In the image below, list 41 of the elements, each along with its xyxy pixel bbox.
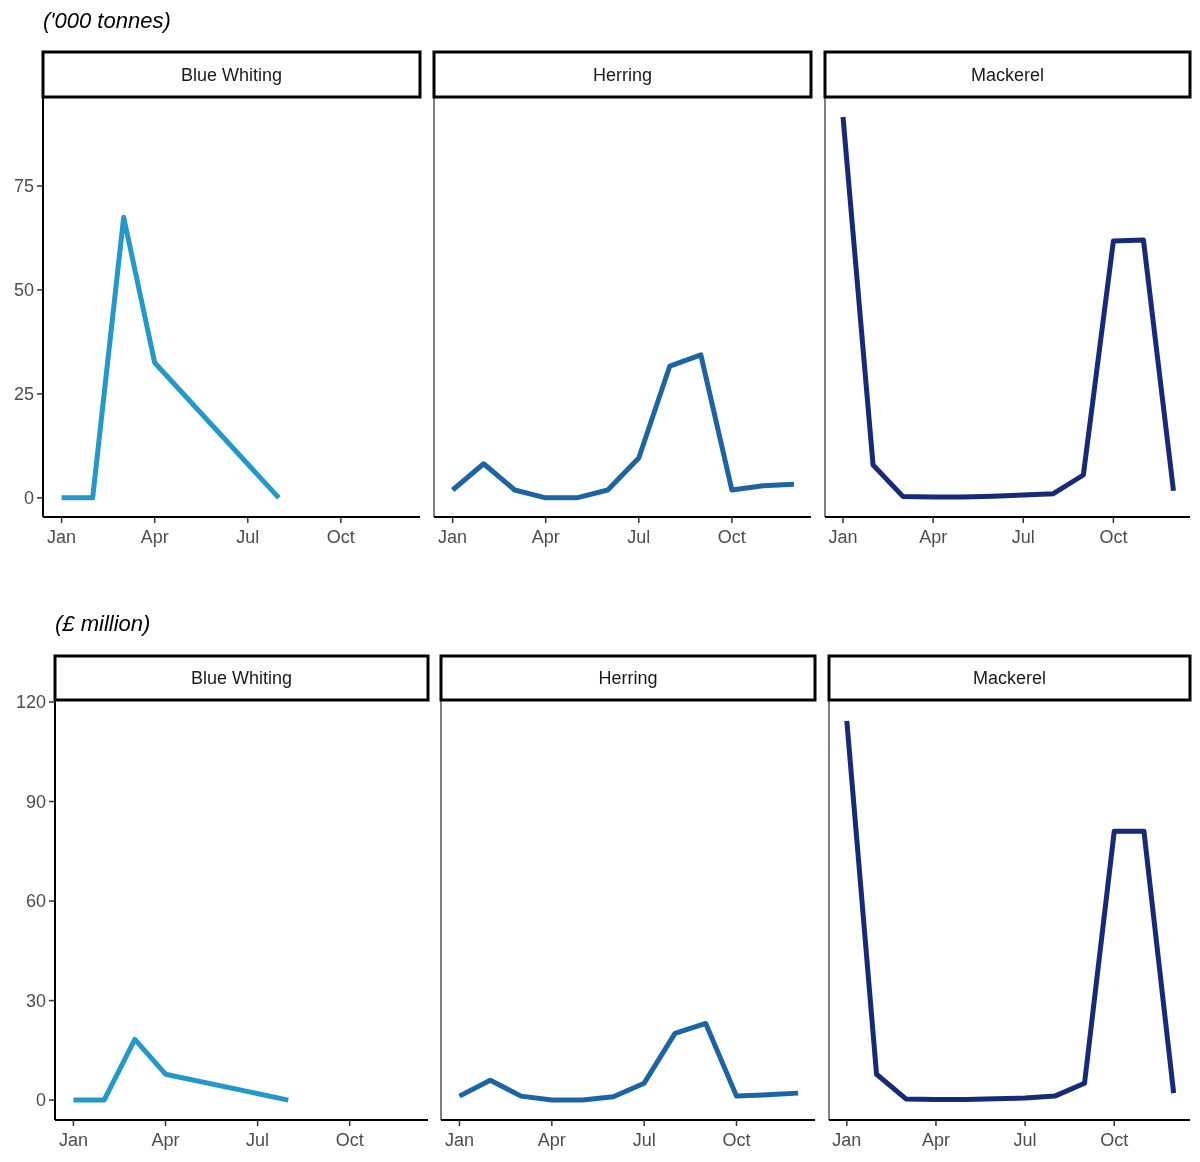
- x-tick-label: Jul: [632, 1130, 656, 1150]
- y-tick-label: 25: [13, 383, 34, 404]
- x-tick-label: Jan: [47, 527, 77, 547]
- x-tick-label: Jul: [1011, 527, 1035, 547]
- x-tick-label: Oct: [335, 1130, 364, 1150]
- x-tick-label: Apr: [151, 1130, 180, 1150]
- y-tick-label: 30: [25, 990, 46, 1011]
- chart-title: Herring: [598, 668, 658, 688]
- x-tick-label: Apr: [531, 527, 560, 547]
- x-tick-label: Oct: [722, 1130, 751, 1150]
- y-tick-label: 75: [13, 175, 34, 196]
- x-tick-label: Jul: [1013, 1130, 1037, 1150]
- x-tick-label: Oct: [1099, 527, 1128, 547]
- y-axis-title: (£ million): [55, 611, 151, 636]
- y-tick-label: 50: [13, 279, 34, 300]
- x-tick-label: Apr: [537, 1130, 566, 1150]
- y-axis-title: ('000 tonnes): [43, 8, 171, 33]
- y-tick-label: 120: [15, 691, 46, 712]
- x-tick-label: Jul: [236, 527, 260, 547]
- y-tick-label: 60: [25, 891, 46, 912]
- chart-title: Herring: [592, 64, 653, 85]
- x-tick-label: Jan: [828, 527, 858, 547]
- x-tick-label: Jan: [58, 1130, 88, 1150]
- chart-title: Mackerel: [970, 64, 1045, 85]
- x-tick-label: Apr: [921, 1130, 950, 1150]
- chart-title: Mackerel: [972, 668, 1047, 688]
- x-tick-label: Jan: [438, 527, 468, 547]
- chart-title: Blue Whiting: [180, 64, 283, 85]
- x-tick-label: Jan: [444, 1130, 474, 1150]
- x-tick-label: Oct: [326, 527, 355, 547]
- x-tick-label: Oct: [717, 527, 746, 547]
- x-tick-label: Apr: [140, 527, 169, 547]
- y-tick-label: 0: [35, 1090, 46, 1111]
- x-tick-label: Jul: [627, 527, 651, 547]
- x-tick-label: Jan: [832, 1130, 862, 1150]
- x-tick-label: Jul: [246, 1130, 270, 1150]
- x-tick-label: Oct: [1100, 1130, 1129, 1150]
- chart-title: Blue Whiting: [190, 668, 293, 688]
- y-tick-label: 0: [23, 487, 34, 508]
- y-tick-label: 90: [25, 791, 46, 812]
- x-tick-label: Apr: [919, 527, 948, 547]
